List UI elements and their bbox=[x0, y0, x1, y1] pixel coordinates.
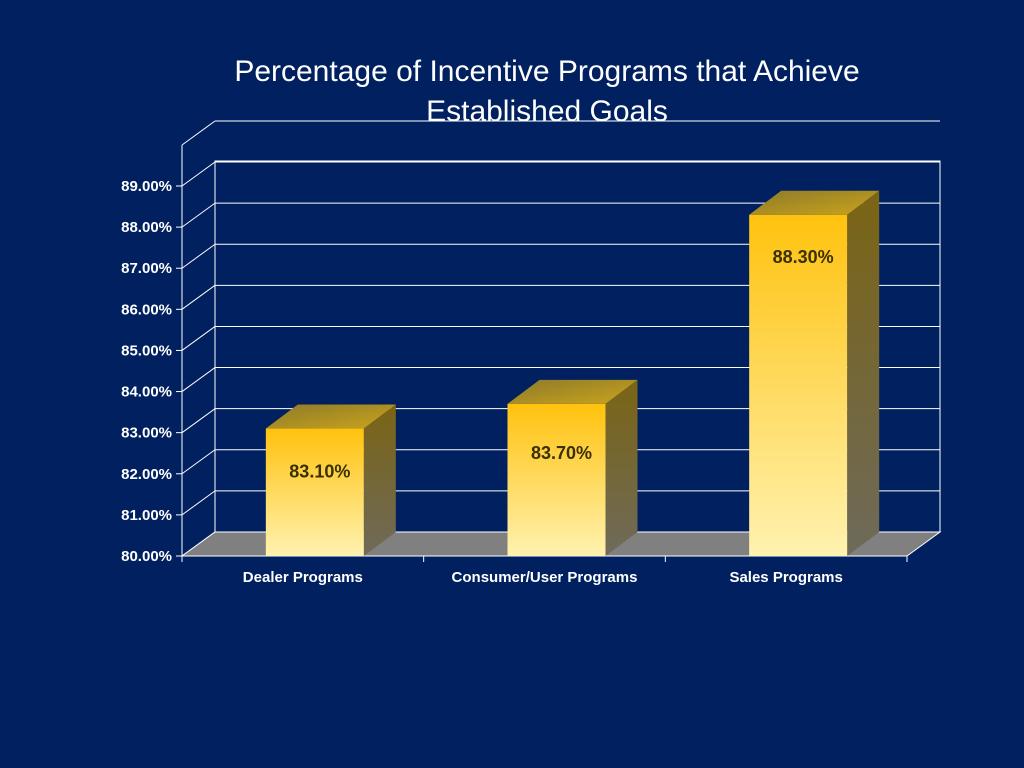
side-gridline bbox=[181, 490, 216, 516]
bar-top bbox=[507, 379, 638, 404]
y-tick-label: 83.00% bbox=[121, 425, 172, 442]
category-label: Dealer Programs bbox=[243, 569, 363, 586]
side-gridline bbox=[181, 284, 216, 310]
category-label: Consumer/User Programs bbox=[452, 569, 638, 586]
side-gridline bbox=[181, 202, 216, 228]
category-label: Sales Programs bbox=[729, 569, 842, 586]
data-label: 83.10% bbox=[289, 462, 350, 482]
bar bbox=[749, 190, 880, 556]
y-tick-label: 87.00% bbox=[121, 260, 172, 277]
data-label: 88.30% bbox=[773, 247, 834, 267]
side-gridline bbox=[181, 449, 216, 475]
y-tick-label: 86.00% bbox=[121, 301, 172, 318]
y-tick-label: 81.00% bbox=[121, 507, 172, 524]
y-tick-label: 88.00% bbox=[121, 219, 172, 236]
y-tick-label: 84.00% bbox=[121, 384, 172, 401]
bar-top bbox=[749, 190, 880, 215]
bar-front bbox=[749, 214, 848, 556]
bar-side bbox=[605, 379, 638, 556]
bar bbox=[507, 379, 638, 556]
bar-front bbox=[265, 428, 364, 556]
y-tick-label: 89.00% bbox=[121, 178, 172, 195]
chart-title-line-1: Percentage of Incentive Programs that Ac… bbox=[234, 55, 860, 88]
chart-title-line-2: Established Goals bbox=[426, 95, 668, 128]
side-gridline bbox=[181, 367, 216, 392]
side-gridline bbox=[181, 120, 216, 146]
y-tick-label: 80.00% bbox=[121, 548, 172, 565]
bar-side bbox=[363, 404, 396, 556]
side-gridline bbox=[181, 326, 216, 351]
y-tick-label: 85.00% bbox=[121, 342, 172, 359]
data-label: 83.70% bbox=[531, 443, 592, 463]
chart-title: Percentage of Incentive Programs that Ac… bbox=[112, 52, 982, 132]
y-tick-label: 82.00% bbox=[121, 466, 172, 483]
side-gridline bbox=[181, 161, 216, 187]
bar-front bbox=[507, 403, 606, 556]
side-gridline bbox=[181, 243, 216, 269]
side-gridline bbox=[181, 408, 216, 434]
bar-side bbox=[847, 190, 880, 556]
bar-top bbox=[265, 404, 396, 429]
bar bbox=[265, 404, 396, 556]
